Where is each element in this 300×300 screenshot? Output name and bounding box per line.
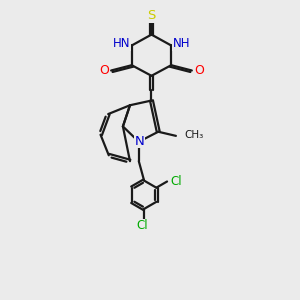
Text: N: N [135,135,145,148]
Text: S: S [147,9,156,22]
Text: Cl: Cl [171,175,182,188]
Text: O: O [194,64,204,77]
Text: Cl: Cl [136,220,148,232]
Text: NH: NH [173,37,190,50]
Text: O: O [99,64,109,77]
Text: CH₃: CH₃ [184,130,203,140]
Text: HN: HN [113,37,130,50]
